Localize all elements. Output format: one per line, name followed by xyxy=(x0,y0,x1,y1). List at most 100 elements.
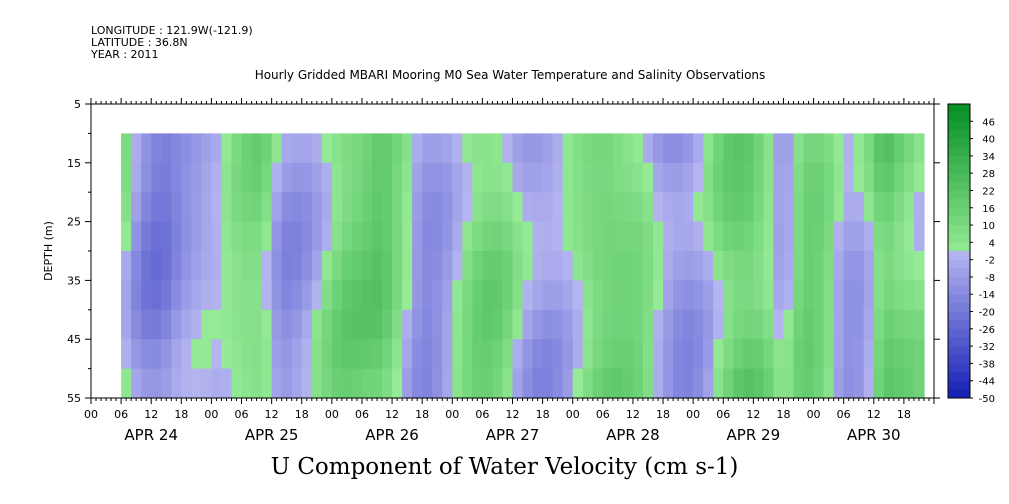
heatmap-cell xyxy=(452,133,463,164)
heatmap-cell xyxy=(853,133,865,164)
heatmap-cell xyxy=(733,309,744,340)
heatmap-cell xyxy=(121,221,132,252)
heatmap-cell xyxy=(783,309,795,340)
heatmap-cell xyxy=(502,133,514,164)
heatmap-cell xyxy=(663,280,674,311)
x-tick-label: 12 xyxy=(385,408,399,421)
colorbar-swatch xyxy=(948,121,970,131)
heatmap-cell xyxy=(231,339,243,370)
heatmap-cell xyxy=(341,368,353,399)
x-axis-label: U Component of Water Velocity (cm s-1) xyxy=(270,454,739,480)
colorbar-swatch xyxy=(948,251,970,261)
heatmap-cell xyxy=(562,221,574,252)
heatmap-cell xyxy=(191,339,202,370)
heatmap-cell xyxy=(151,162,162,193)
heatmap-cell xyxy=(562,133,574,164)
heatmap-cell xyxy=(161,251,172,281)
heatmap-cell xyxy=(141,309,152,340)
y-tick-label: 5 xyxy=(74,98,81,111)
heatmap-cell xyxy=(592,280,604,311)
heatmap-cell xyxy=(913,251,925,281)
heatmap-cell xyxy=(753,221,764,252)
x-tick-label: 18 xyxy=(174,408,188,421)
heatmap-cell xyxy=(612,133,624,164)
heatmap-cell xyxy=(351,162,363,193)
heatmap-cell xyxy=(311,221,323,252)
heatmap-cell xyxy=(552,133,564,164)
heatmap-cell xyxy=(311,309,323,340)
x-tick-label: 12 xyxy=(746,408,760,421)
heatmap-cell xyxy=(452,280,463,311)
heatmap-cell xyxy=(512,368,524,399)
heatmap-cell xyxy=(582,280,594,311)
heatmap-cell xyxy=(141,339,152,370)
heatmap-cell xyxy=(853,280,865,311)
heatmap-cell xyxy=(873,162,885,193)
heatmap-cell xyxy=(723,368,734,399)
heatmap-cell xyxy=(211,280,223,311)
heatmap-cell xyxy=(271,133,283,164)
heatmap-cell xyxy=(382,162,393,193)
heatmap-cell xyxy=(592,133,604,164)
heatmap-cell xyxy=(823,221,835,252)
heatmap-cell xyxy=(763,368,775,399)
heatmap-cell xyxy=(612,221,624,252)
heatmap-cell xyxy=(863,368,875,399)
heatmap-cell xyxy=(161,192,172,223)
heatmap-cell xyxy=(402,162,413,193)
heatmap-cell xyxy=(121,192,132,223)
heatmap-cell xyxy=(783,221,795,252)
heatmap-cell xyxy=(602,368,614,399)
heatmap-cell xyxy=(763,133,775,164)
heatmap-cell xyxy=(532,221,544,252)
heatmap-cell xyxy=(372,251,383,281)
heatmap-cell xyxy=(351,221,363,252)
heatmap-cell xyxy=(311,192,323,223)
heatmap-cell xyxy=(462,309,473,340)
x-tick-label: 12 xyxy=(265,408,279,421)
heatmap-cell xyxy=(201,133,213,164)
heatmap-cell xyxy=(562,162,574,193)
heatmap-cell xyxy=(642,133,654,164)
heatmap-cell xyxy=(462,221,473,252)
heatmap-cell xyxy=(783,133,795,164)
heatmap-cell xyxy=(893,133,905,164)
heatmap-cell xyxy=(241,192,253,223)
heatmap-cell xyxy=(843,192,855,223)
heatmap-cell xyxy=(402,251,413,281)
heatmap-cell xyxy=(281,251,293,281)
x-tick-label: 06 xyxy=(355,408,369,421)
heatmap-cell xyxy=(201,368,213,399)
heatmap-cell xyxy=(502,339,514,370)
heatmap-cell xyxy=(512,133,524,164)
heatmap-cell xyxy=(542,221,554,252)
heatmap-cell xyxy=(351,251,363,281)
heatmap-cell xyxy=(853,192,865,223)
heatmap-cell xyxy=(462,133,473,164)
heatmap-cell xyxy=(351,309,363,340)
heatmap-cell xyxy=(331,339,343,370)
y-axis: 5 15 25 35 45 55 xyxy=(67,98,940,405)
heatmap-cell xyxy=(602,133,614,164)
heatmap-cell xyxy=(251,339,263,370)
heatmap-cell xyxy=(191,251,202,281)
heatmap-cell xyxy=(853,251,865,281)
heatmap-cell xyxy=(803,192,815,223)
x-tick-label: 18 xyxy=(295,408,309,421)
heatmap-cell xyxy=(231,280,243,311)
x-tick-label: 06 xyxy=(596,408,610,421)
heatmap-cell xyxy=(703,339,714,370)
heatmap-cell xyxy=(602,309,614,340)
heatmap-cell xyxy=(572,368,584,399)
heatmap-cell xyxy=(261,221,273,252)
heatmap-cell xyxy=(723,339,734,370)
heatmap-cell xyxy=(351,339,363,370)
heatmap-cell xyxy=(181,221,192,252)
colorbar-label: 46 xyxy=(982,117,995,128)
heatmap-cell xyxy=(622,221,634,252)
heatmap-cell xyxy=(301,162,313,193)
heatmap-cell xyxy=(482,221,494,252)
heatmap-cell xyxy=(412,221,423,252)
heatmap-cell xyxy=(622,133,634,164)
heatmap-cell xyxy=(843,368,855,399)
